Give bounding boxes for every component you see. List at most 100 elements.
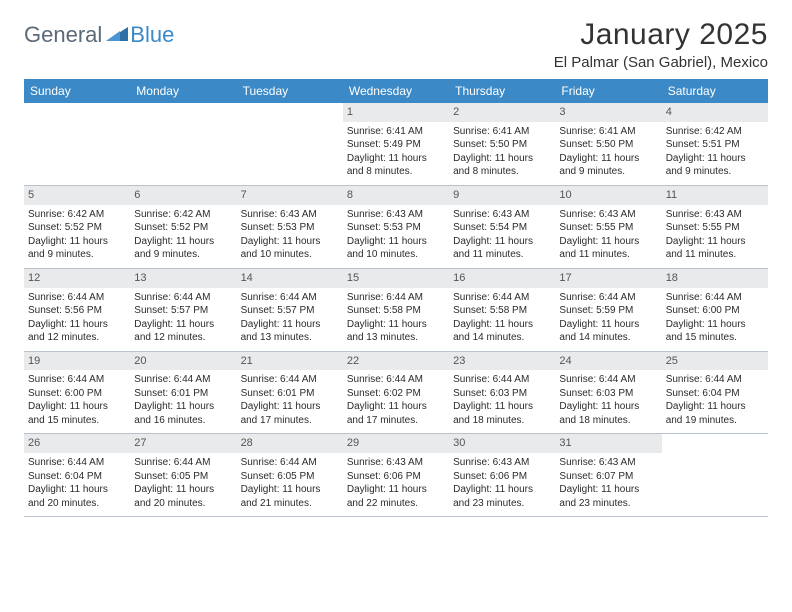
day-cell: 14Sunrise: 6:44 AMSunset: 5:57 PMDayligh… bbox=[237, 269, 343, 351]
day-cell: 16 Sunrise: 6:44 AMSunset: 5:58 PMDayligh… bbox=[449, 269, 555, 351]
weekday-header: Thursday bbox=[449, 80, 555, 103]
sunset-text: Sunset: 6:00 PM bbox=[28, 387, 126, 401]
day-number: 13 bbox=[130, 269, 236, 288]
week-row: 5Sunrise: 6:42 AMSunset: 5:52 PMDaylight… bbox=[24, 186, 768, 269]
sunset-text: Sunset: 6:07 PM bbox=[559, 470, 657, 484]
day-cell: 26Sunrise: 6:44 AMSunset: 6:04 PMDayligh… bbox=[24, 434, 130, 516]
weekday-header-row: Sunday Monday Tuesday Wednesday Thursday… bbox=[24, 80, 768, 103]
sunrise-text: Sunrise: 6:41 AM bbox=[347, 125, 445, 139]
day-number: 3 bbox=[555, 103, 661, 122]
sunset-text: Sunset: 5:57 PM bbox=[241, 304, 339, 318]
day-number: 10 bbox=[555, 186, 661, 205]
day-number: 16 bbox=[449, 269, 555, 288]
day-cell: 18Sunrise: 6:44 AMSunset: 6:00 PMDayligh… bbox=[662, 269, 768, 351]
logo-text-part2: Blue bbox=[130, 22, 174, 48]
sunset-text: Sunset: 6:04 PM bbox=[28, 470, 126, 484]
daylight-text: Daylight: 11 hours and 10 minutes. bbox=[347, 235, 445, 262]
sunrise-text: Sunrise: 6:41 AM bbox=[559, 125, 657, 139]
sunrise-text: Sunrise: 6:44 AM bbox=[453, 291, 551, 305]
day-number: 9 bbox=[449, 186, 555, 205]
day-number: 7 bbox=[237, 186, 343, 205]
sunset-text: Sunset: 5:57 PM bbox=[134, 304, 232, 318]
day-number: 19 bbox=[24, 352, 130, 371]
day-number: 26 bbox=[24, 434, 130, 453]
day-cell: 24Sunrise: 6:44 AMSunset: 6:03 PMDayligh… bbox=[555, 352, 661, 434]
day-cell: 28Sunrise: 6:44 AMSunset: 6:05 PMDayligh… bbox=[237, 434, 343, 516]
sunset-text: Sunset: 5:54 PM bbox=[453, 221, 551, 235]
sunrise-text: Sunrise: 6:44 AM bbox=[28, 373, 126, 387]
sunset-text: Sunset: 5:49 PM bbox=[347, 138, 445, 152]
sunrise-text: Sunrise: 6:43 AM bbox=[453, 208, 551, 222]
day-cell: 8Sunrise: 6:43 AMSunset: 5:53 PMDaylight… bbox=[343, 186, 449, 268]
day-number: 8 bbox=[343, 186, 449, 205]
sunset-text: Sunset: 5:59 PM bbox=[559, 304, 657, 318]
sunset-text: Sunset: 5:50 PM bbox=[559, 138, 657, 152]
week-row: 26Sunrise: 6:44 AMSunset: 6:04 PMDayligh… bbox=[24, 434, 768, 517]
logo-text-part1: General bbox=[24, 22, 102, 48]
sunrise-text: Sunrise: 6:43 AM bbox=[666, 208, 764, 222]
sunrise-text: Sunrise: 6:43 AM bbox=[347, 456, 445, 470]
daylight-text: Daylight: 11 hours and 17 minutes. bbox=[347, 400, 445, 427]
day-cell: 13 Sunrise: 6:44 AMSunset: 5:57 PMDayligh… bbox=[130, 269, 236, 351]
weekday-header: Friday bbox=[555, 80, 661, 103]
day-cell bbox=[237, 103, 343, 185]
sunrise-text: Sunrise: 6:44 AM bbox=[453, 373, 551, 387]
logo: General Blue bbox=[24, 18, 174, 48]
sunrise-text: Sunrise: 6:41 AM bbox=[453, 125, 551, 139]
sunset-text: Sunset: 5:50 PM bbox=[453, 138, 551, 152]
day-number: 15 bbox=[343, 269, 449, 288]
day-cell: 17Sunrise: 6:44 AMSunset: 5:59 PMDayligh… bbox=[555, 269, 661, 351]
sunrise-text: Sunrise: 6:44 AM bbox=[28, 456, 126, 470]
daylight-text: Daylight: 11 hours and 19 minutes. bbox=[666, 400, 764, 427]
daylight-text: Daylight: 11 hours and 22 minutes. bbox=[347, 483, 445, 510]
day-number: 4 bbox=[662, 103, 768, 122]
sunrise-text: Sunrise: 6:43 AM bbox=[241, 208, 339, 222]
day-cell: 31Sunrise: 6:43 AMSunset: 6:07 PMDayligh… bbox=[555, 434, 661, 516]
sunrise-text: Sunrise: 6:44 AM bbox=[241, 373, 339, 387]
daylight-text: Daylight: 11 hours and 8 minutes. bbox=[347, 152, 445, 179]
day-number: 28 bbox=[237, 434, 343, 453]
sunset-text: Sunset: 5:55 PM bbox=[559, 221, 657, 235]
sunrise-text: Sunrise: 6:44 AM bbox=[347, 373, 445, 387]
daylight-text: Daylight: 11 hours and 15 minutes. bbox=[28, 400, 126, 427]
day-number: 14 bbox=[237, 269, 343, 288]
calendar-grid: Sunday Monday Tuesday Wednesday Thursday… bbox=[24, 79, 768, 517]
day-cell: 15Sunrise: 6:44 AMSunset: 5:58 PMDayligh… bbox=[343, 269, 449, 351]
sunset-text: Sunset: 6:03 PM bbox=[453, 387, 551, 401]
day-cell: 19 Sunrise: 6:44 AMSunset: 6:00 PMDayligh… bbox=[24, 352, 130, 434]
weekday-header: Saturday bbox=[662, 80, 768, 103]
sunrise-text: Sunrise: 6:44 AM bbox=[134, 456, 232, 470]
logo-triangle-icon bbox=[106, 25, 128, 46]
month-title: January 2025 bbox=[554, 18, 768, 52]
daylight-text: Daylight: 11 hours and 8 minutes. bbox=[453, 152, 551, 179]
sunset-text: Sunset: 5:52 PM bbox=[134, 221, 232, 235]
week-row: 1Sunrise: 6:41 AMSunset: 5:49 PMDaylight… bbox=[24, 103, 768, 186]
day-cell: 12Sunrise: 6:44 AMSunset: 5:56 PMDayligh… bbox=[24, 269, 130, 351]
sunset-text: Sunset: 5:55 PM bbox=[666, 221, 764, 235]
daylight-text: Daylight: 11 hours and 14 minutes. bbox=[559, 318, 657, 345]
day-number: 1 bbox=[343, 103, 449, 122]
day-cell: 4Sunrise: 6:42 AMSunset: 5:51 PMDaylight… bbox=[662, 103, 768, 185]
daylight-text: Daylight: 11 hours and 13 minutes. bbox=[241, 318, 339, 345]
sunrise-text: Sunrise: 6:44 AM bbox=[347, 291, 445, 305]
week-row: 12Sunrise: 6:44 AMSunset: 5:56 PMDayligh… bbox=[24, 269, 768, 352]
daylight-text: Daylight: 11 hours and 16 minutes. bbox=[134, 400, 232, 427]
sunset-text: Sunset: 5:58 PM bbox=[453, 304, 551, 318]
sunset-text: Sunset: 5:53 PM bbox=[347, 221, 445, 235]
day-cell: 11Sunrise: 6:43 AMSunset: 5:55 PMDayligh… bbox=[662, 186, 768, 268]
sunrise-text: Sunrise: 6:42 AM bbox=[134, 208, 232, 222]
day-cell: 5Sunrise: 6:42 AMSunset: 5:52 PMDaylight… bbox=[24, 186, 130, 268]
daylight-text: Daylight: 11 hours and 15 minutes. bbox=[666, 318, 764, 345]
sunrise-text: Sunrise: 6:44 AM bbox=[559, 291, 657, 305]
daylight-text: Daylight: 11 hours and 14 minutes. bbox=[453, 318, 551, 345]
sunset-text: Sunset: 6:01 PM bbox=[134, 387, 232, 401]
sunrise-text: Sunrise: 6:44 AM bbox=[134, 291, 232, 305]
sunset-text: Sunset: 6:06 PM bbox=[453, 470, 551, 484]
daylight-text: Daylight: 11 hours and 23 minutes. bbox=[559, 483, 657, 510]
daylight-text: Daylight: 11 hours and 12 minutes. bbox=[28, 318, 126, 345]
sunset-text: Sunset: 5:52 PM bbox=[28, 221, 126, 235]
daylight-text: Daylight: 11 hours and 12 minutes. bbox=[134, 318, 232, 345]
sunset-text: Sunset: 6:00 PM bbox=[666, 304, 764, 318]
day-number: 22 bbox=[343, 352, 449, 371]
day-cell: 6Sunrise: 6:42 AMSunset: 5:52 PMDaylight… bbox=[130, 186, 236, 268]
